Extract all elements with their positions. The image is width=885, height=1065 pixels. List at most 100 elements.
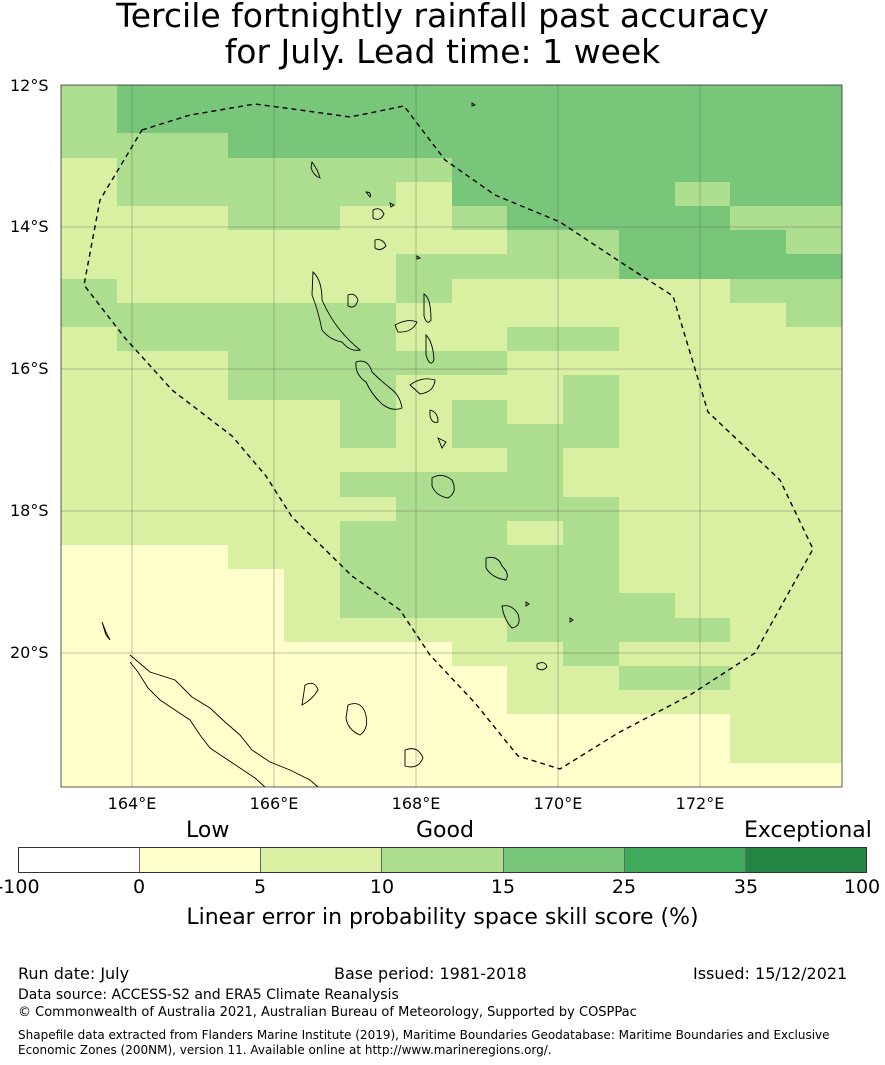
new-caledonia-outline: [129, 654, 319, 788]
skill-cell: [619, 497, 675, 521]
skill-cell: [284, 375, 340, 400]
skill-cell: [228, 206, 284, 230]
skill-cell: [619, 618, 675, 642]
skill-cell: [563, 690, 619, 714]
skill-cell: [730, 158, 786, 182]
skill-cell: [563, 351, 619, 375]
skill-cell: [563, 666, 619, 690]
skill-cell: [730, 279, 786, 303]
skill-cell: [563, 424, 619, 448]
skill-cell: [619, 521, 675, 545]
skill-cell: [173, 158, 228, 182]
skill-cell: [340, 739, 396, 763]
skill-cell: [117, 254, 173, 279]
torres-islands-outline: [310, 160, 321, 179]
skill-cell: [340, 472, 396, 497]
skill-cell: [396, 545, 452, 569]
malekula-outline: [355, 360, 403, 410]
skill-cell: [507, 642, 563, 666]
skill-cell: [507, 303, 563, 327]
skill-cell: [730, 254, 786, 279]
skill-cell: [284, 593, 340, 618]
skill-cell: [786, 472, 842, 497]
copyright: © Commonwealth of Australia 2021, Austra…: [18, 1005, 637, 1020]
skill-cell: [340, 448, 396, 472]
skill-cell: [284, 690, 340, 714]
skill-cell: [284, 569, 340, 593]
skill-cell: [228, 521, 284, 545]
skill-cell: [61, 497, 117, 521]
skill-cell: [619, 400, 675, 424]
skill-cell: [563, 521, 619, 545]
legend-category-exceptional: Exceptional: [744, 818, 872, 843]
skill-cell: [507, 497, 563, 521]
skill-cell: [284, 714, 340, 739]
skill-cell: [507, 593, 563, 618]
lon-label-168e: 168°E: [391, 794, 441, 813]
skill-cell: [563, 400, 619, 424]
skill-cell: [117, 618, 173, 642]
aneityum-outline: [536, 662, 548, 671]
skill-cell: [563, 569, 619, 593]
skill-cell: [619, 739, 675, 763]
skill-cell: [619, 545, 675, 569]
skill-cell: [730, 642, 786, 666]
skill-cell: [507, 158, 563, 182]
skill-cell: [563, 545, 619, 569]
skill-cell: [396, 569, 452, 593]
skill-cell: [507, 206, 563, 230]
skill-cell: [173, 642, 228, 666]
skill-cell: [675, 497, 730, 521]
lifou-outline: [345, 703, 368, 736]
skill-cell: [340, 666, 396, 690]
skill-cell: [396, 158, 452, 182]
skill-cell: [173, 279, 228, 303]
skill-cell: [786, 763, 842, 787]
skill-cell: [786, 666, 842, 690]
skill-cell: [619, 375, 675, 400]
skill-cell: [786, 327, 842, 351]
skill-cell: [563, 133, 619, 158]
skill-cell: [730, 400, 786, 424]
skill-cell: [675, 424, 730, 448]
skill-cell: [619, 642, 675, 666]
colorbar-swatch: [745, 848, 866, 872]
skill-cell: [396, 85, 452, 109]
skill-cell: [730, 497, 786, 521]
skill-cell: [675, 739, 730, 763]
skill-cell: [619, 424, 675, 448]
skill-cell: [228, 182, 284, 206]
issued-date: Issued: 15/12/2021: [693, 964, 848, 983]
skill-cell: [284, 739, 340, 763]
skill-cell: [396, 424, 452, 448]
skill-cell: [61, 375, 117, 400]
skill-cell: [173, 109, 228, 133]
skill-cell: [284, 763, 340, 787]
skill-cell: [61, 400, 117, 424]
skill-cell: [786, 375, 842, 400]
map-frame: [60, 84, 843, 788]
skill-cell: [173, 254, 228, 279]
skill-cell: [563, 497, 619, 521]
skill-cell: [173, 375, 228, 400]
skill-cell: [61, 763, 117, 787]
skill-cell: [228, 739, 284, 763]
skill-cell: [173, 182, 228, 206]
colorbar-tick: 10: [369, 876, 395, 898]
skill-cell: [730, 690, 786, 714]
skill-cell: [117, 400, 173, 424]
skill-cell: [284, 448, 340, 472]
skill-cell: [284, 230, 340, 254]
skill-cell: [563, 714, 619, 739]
skill-cell: [452, 714, 507, 739]
skill-cell: [452, 497, 507, 521]
skill-cell: [340, 618, 396, 642]
skill-cell: [284, 182, 340, 206]
skill-cell: [507, 254, 563, 279]
skill-cell: [228, 642, 284, 666]
skill-cell: [284, 303, 340, 327]
coastlines: [101, 102, 574, 788]
skill-cell: [452, 85, 507, 109]
skill-cell: [675, 448, 730, 472]
skill-cell: [507, 109, 563, 133]
